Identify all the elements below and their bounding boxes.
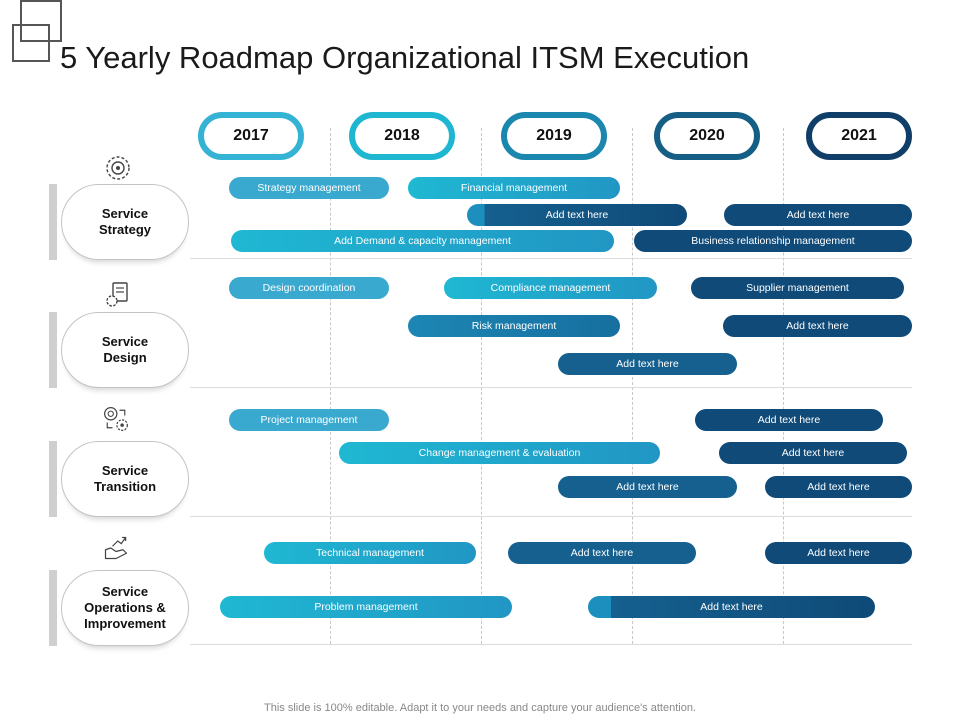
task-bar: Strategy management	[229, 177, 389, 199]
task-bar: Risk management	[408, 315, 620, 337]
year-pill-2017: 2017	[198, 112, 304, 160]
row-separator	[190, 644, 912, 645]
year-divider	[632, 128, 633, 644]
category-label: Service Strategy	[98, 206, 152, 237]
category-side-bar	[49, 184, 57, 260]
row-separator	[190, 387, 912, 388]
task-bar: Add text here	[467, 204, 687, 226]
task-bar: Add text here	[588, 596, 875, 618]
category-label: Service Design	[101, 334, 149, 365]
task-bar: Add Demand & capacity management	[231, 230, 614, 252]
design-document-icon	[106, 282, 128, 307]
task-bar: Problem management	[220, 596, 512, 618]
row-separator	[190, 258, 912, 259]
task-bar: Add text here	[695, 409, 883, 431]
task-bar: Technical management	[264, 542, 476, 564]
year-pill-2021: 2021	[806, 112, 912, 160]
task-bar: Design coordination	[229, 277, 389, 299]
task-bar: Add text here	[558, 353, 737, 375]
category-side-bar	[49, 570, 57, 646]
year-divider	[481, 128, 482, 644]
category-service-transition: Service Transition	[61, 441, 189, 517]
row-separator	[190, 516, 912, 517]
transition-gears-icon	[104, 407, 128, 431]
task-bar: Add text here	[723, 315, 912, 337]
footer-note: This slide is 100% editable. Adapt it to…	[264, 702, 696, 714]
year-pill-2020: 2020	[654, 112, 760, 160]
task-bar: Change management & evaluation	[339, 442, 660, 464]
task-bar: Add text here	[724, 204, 912, 226]
category-service-design: Service Design	[61, 312, 189, 388]
task-bar: Business relationship management	[634, 230, 912, 252]
task-bar: Add text here	[719, 442, 907, 464]
category-service-operations-improvement: Service Operations & Improvement	[61, 570, 189, 646]
task-bar: Project management	[229, 409, 389, 431]
corner-square-small	[12, 24, 50, 62]
category-label: Service Operations & Improvement	[84, 584, 166, 631]
task-bar: Add text here	[765, 542, 912, 564]
category-side-bar	[49, 441, 57, 517]
task-bar: Compliance management	[444, 277, 657, 299]
year-pill-2019: 2019	[501, 112, 607, 160]
task-bar: Financial management	[408, 177, 620, 199]
task-bar: Add text here	[558, 476, 737, 498]
gears-icon	[106, 156, 130, 180]
page-title: 5 Yearly Roadmap Organizational ITSM Exe…	[60, 40, 750, 75]
task-bar: Supplier management	[691, 277, 904, 299]
year-divider	[330, 128, 331, 644]
corner-square-large	[20, 0, 62, 42]
category-service-strategy: Service Strategy	[61, 184, 189, 260]
category-label: Service Transition	[93, 463, 157, 494]
task-bar: Add text here	[765, 476, 912, 498]
operations-hand-icon	[104, 536, 128, 560]
category-side-bar	[49, 312, 57, 388]
task-bar: Add text here	[508, 542, 696, 564]
year-divider	[783, 128, 784, 644]
year-pill-2018: 2018	[349, 112, 455, 160]
